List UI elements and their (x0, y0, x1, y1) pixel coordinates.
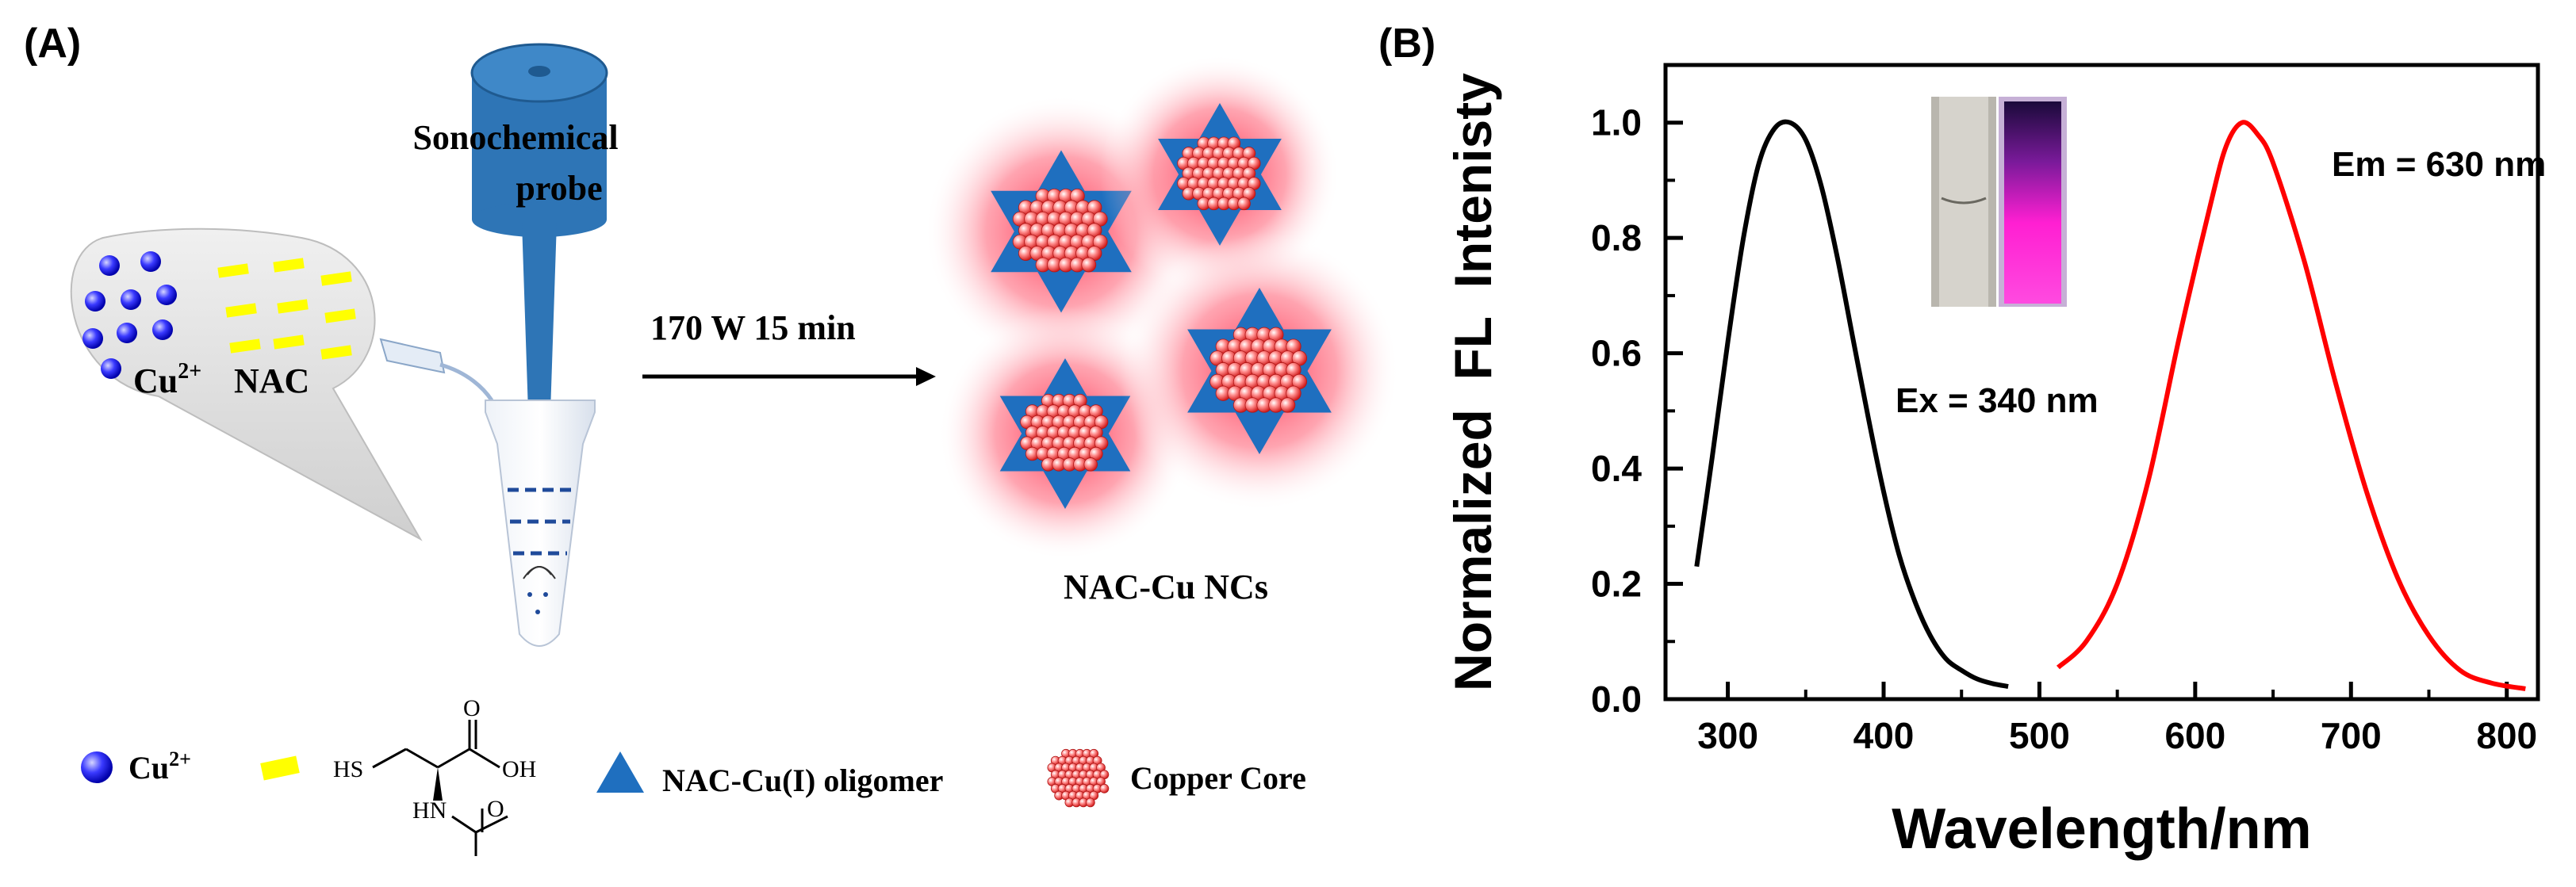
eppendorf-tube (379, 338, 596, 647)
copper-atom (1237, 197, 1251, 211)
arrow-condition-label: 170 W 15 min (650, 308, 856, 347)
excitation-spectrum-line (1694, 119, 2009, 689)
y-tick-label: 1.0 (1591, 102, 1642, 143)
reagent-bubble (70, 227, 423, 541)
struct-hs: HS (333, 756, 363, 782)
x-axis-title: Wavelength/nm (1892, 797, 2311, 861)
nac-icon (229, 338, 261, 354)
copper-atom (1081, 257, 1097, 273)
bubble-nac-label: NAC (234, 361, 309, 400)
cuvette-photo (1931, 97, 2067, 307)
legend-cu-label: Cu2+ (128, 747, 191, 786)
nac-icon (324, 308, 356, 323)
nac-icon (320, 345, 352, 360)
x-tick-label: 700 (2321, 715, 2382, 756)
nac-icon (277, 299, 309, 314)
struct-oh: OH (502, 756, 536, 782)
legend-copper-core-icon (1047, 748, 1110, 808)
x-tick-label: 400 (1853, 715, 1915, 756)
legend-cu-ion-icon (81, 751, 113, 783)
plot-frame (1663, 63, 2540, 702)
nac-icon (217, 263, 249, 278)
nac-icon (273, 335, 305, 350)
nanocluster-group (924, 54, 1400, 560)
em-label: Em = 630 nm (2332, 145, 2546, 184)
cu-ion-icon (152, 319, 173, 340)
legend-a: Cu2+ HS O OH HN O NAC (81, 695, 1306, 856)
panel-b-label: (B) (1378, 21, 1436, 67)
probe-label-line1: Sonochemical (412, 118, 618, 157)
nac-cu-nanocluster (1119, 231, 1400, 511)
copper-atom (1279, 397, 1296, 413)
cu-ion-icon (85, 291, 105, 312)
series-group (1694, 119, 2526, 691)
x-tick-label: 500 (2009, 715, 2070, 756)
y-tick-label: 0.8 (1591, 217, 1642, 258)
chart-plot-area: 0.0 0.2 0.4 0.6 0.8 1.0 300 400 500 600 700 800 (1591, 63, 2540, 756)
struct-hn: HN (412, 797, 447, 824)
copper-atom (1099, 783, 1110, 793)
cu-ion-icon (117, 323, 137, 343)
legend-nac-icon (260, 755, 300, 781)
x-axis: 300 400 500 600 700 800 (1697, 682, 2537, 756)
emission-spectrum-line (2056, 120, 2526, 691)
nac-structure (372, 720, 508, 856)
ex-label: Ex = 340 nm (1896, 381, 2099, 420)
bubble-cu-label: Cu2+ (133, 359, 201, 400)
copper-atom (1085, 797, 1095, 808)
y-axis-title: Normalized FL Intenisty (1443, 73, 1502, 691)
cu-ion-icon (121, 289, 141, 310)
x-tick-label: 300 (1697, 715, 1758, 756)
legend-oligomer-label: NAC-Cu(I) oligomer (662, 763, 943, 798)
x-tick-label: 600 (2164, 715, 2225, 756)
x-tick-label: 800 (2476, 715, 2537, 756)
nac-icon (273, 258, 305, 273)
struct-o2: O (487, 796, 504, 822)
cu-ion-group (82, 251, 177, 379)
cu-ion-icon (101, 358, 121, 379)
y-tick-label: 0.0 (1591, 679, 1642, 720)
panel-a: (A) Cu2+ NAC Sonochemical probe (24, 21, 1400, 856)
nac-icon (320, 271, 352, 286)
y-tick-label: 0.6 (1591, 333, 1642, 374)
legend-oligomer-icon (596, 751, 644, 793)
sonochemical-probe (470, 43, 608, 587)
nac-group (217, 258, 356, 360)
copper-atom (1083, 457, 1098, 472)
cu-ion-icon (140, 251, 161, 272)
product-label: NAC-Cu NCs (1064, 568, 1268, 606)
y-axis: 0.0 0.2 0.4 0.6 0.8 1.0 (1591, 102, 1683, 720)
panel-a-label: (A) (24, 21, 81, 67)
nac-icon (225, 303, 257, 318)
reaction-arrow (642, 367, 936, 386)
cu-ion-icon (156, 285, 177, 305)
probe-label-line2: probe (516, 169, 602, 208)
cu-ion-icon (99, 255, 120, 276)
y-tick-label: 0.4 (1591, 448, 1642, 489)
legend-core-label: Copper Core (1130, 760, 1306, 796)
struct-o: O (463, 695, 481, 721)
y-tick-label: 0.2 (1591, 564, 1642, 605)
panel-b: (B) 0.0 0.2 0.4 0.6 0.8 1.0 300 400 500 600 700 80… (1378, 21, 2546, 861)
cu-ion-icon (82, 328, 103, 349)
